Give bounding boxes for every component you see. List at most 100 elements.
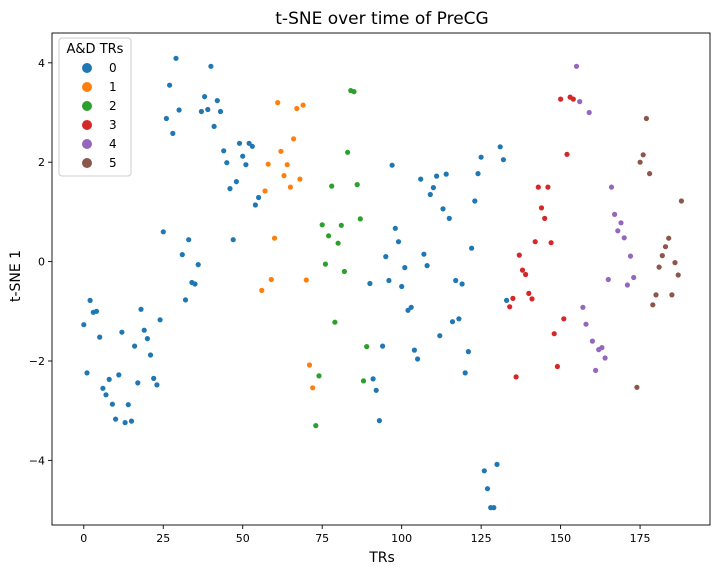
data-point <box>446 215 452 221</box>
data-point <box>81 322 87 328</box>
series-1 <box>259 100 316 391</box>
data-point <box>205 106 211 113</box>
data-point <box>542 215 548 221</box>
x-tick-label: 75 <box>315 532 329 545</box>
data-point <box>462 370 468 376</box>
legend-marker <box>82 63 92 73</box>
data-point <box>345 149 351 155</box>
data-point <box>408 304 414 310</box>
data-point <box>456 316 462 322</box>
legend-box <box>58 37 132 177</box>
data-point <box>367 280 373 287</box>
data-point <box>475 171 481 177</box>
data-point <box>132 343 138 349</box>
data-point <box>449 319 456 325</box>
data-point <box>125 402 131 408</box>
data-point <box>415 356 421 362</box>
data-point <box>564 151 570 157</box>
legend-label: 4 <box>109 137 117 151</box>
data-point <box>341 268 347 275</box>
legend-marker <box>82 139 92 149</box>
data-point <box>202 94 208 100</box>
data-point <box>268 276 274 283</box>
data-point <box>354 182 360 188</box>
data-point <box>284 162 290 168</box>
data-point <box>580 304 586 310</box>
data-point <box>469 245 475 251</box>
data-point <box>198 108 204 115</box>
data-point <box>364 344 370 350</box>
data-point <box>217 108 224 115</box>
data-point <box>151 375 157 381</box>
data-point <box>329 183 335 189</box>
data-point <box>399 283 405 290</box>
data-point <box>411 347 417 353</box>
data-point <box>656 264 662 270</box>
data-point <box>558 96 564 102</box>
legend-label: 1 <box>109 80 117 94</box>
data-point <box>224 160 230 166</box>
x-tick-label: 50 <box>236 532 250 545</box>
data-point <box>170 130 176 136</box>
data-point <box>243 162 249 168</box>
data-point <box>389 162 395 168</box>
x-tick-label: 0 <box>80 532 87 545</box>
data-point <box>376 418 382 424</box>
data-point <box>643 115 650 122</box>
data-point <box>519 267 526 273</box>
series-2 <box>313 88 370 429</box>
data-point <box>297 176 303 182</box>
series-5 <box>634 115 685 390</box>
data-point <box>513 374 519 380</box>
x-tick-label: 100 <box>391 532 412 545</box>
data-point <box>424 263 430 269</box>
data-point <box>494 461 500 467</box>
data-point <box>160 229 166 235</box>
data-point <box>491 505 497 511</box>
data-point <box>500 157 506 163</box>
data-point <box>599 345 605 351</box>
data-point <box>478 154 484 160</box>
data-point <box>593 367 599 373</box>
data-point <box>373 387 379 393</box>
data-point <box>351 89 357 95</box>
series-4 <box>573 63 637 373</box>
data-point <box>141 327 147 333</box>
data-point <box>662 244 669 250</box>
legend-title: A&D TRs <box>67 42 124 57</box>
data-point <box>577 99 583 105</box>
data-point <box>392 225 398 231</box>
data-point <box>84 370 90 376</box>
data-point <box>291 136 297 142</box>
data-point <box>103 392 109 398</box>
data-point <box>265 161 271 167</box>
data-point <box>402 265 408 271</box>
data-point <box>240 153 246 159</box>
x-axis-label: TRs <box>368 550 395 566</box>
data-point <box>395 239 402 245</box>
data-point <box>186 237 192 243</box>
data-point <box>538 205 545 211</box>
data-point <box>167 82 173 88</box>
data-point <box>119 329 125 335</box>
data-point <box>675 272 681 278</box>
data-point <box>586 109 592 116</box>
chart-title: t-SNE over time of PreCG <box>275 9 488 29</box>
data-point <box>510 295 516 301</box>
data-point <box>484 486 491 492</box>
data-point <box>313 423 319 429</box>
x-tick-label: 150 <box>550 532 571 545</box>
data-point <box>157 317 163 323</box>
data-point <box>192 281 198 287</box>
y-tick-label: −2 <box>29 355 45 368</box>
data-point <box>561 316 567 322</box>
data-point <box>653 292 659 298</box>
data-point <box>294 105 300 112</box>
data-point <box>589 338 596 344</box>
plot-background <box>52 33 710 525</box>
data-point <box>300 102 306 108</box>
data-point <box>659 253 665 259</box>
data-point <box>666 235 672 241</box>
